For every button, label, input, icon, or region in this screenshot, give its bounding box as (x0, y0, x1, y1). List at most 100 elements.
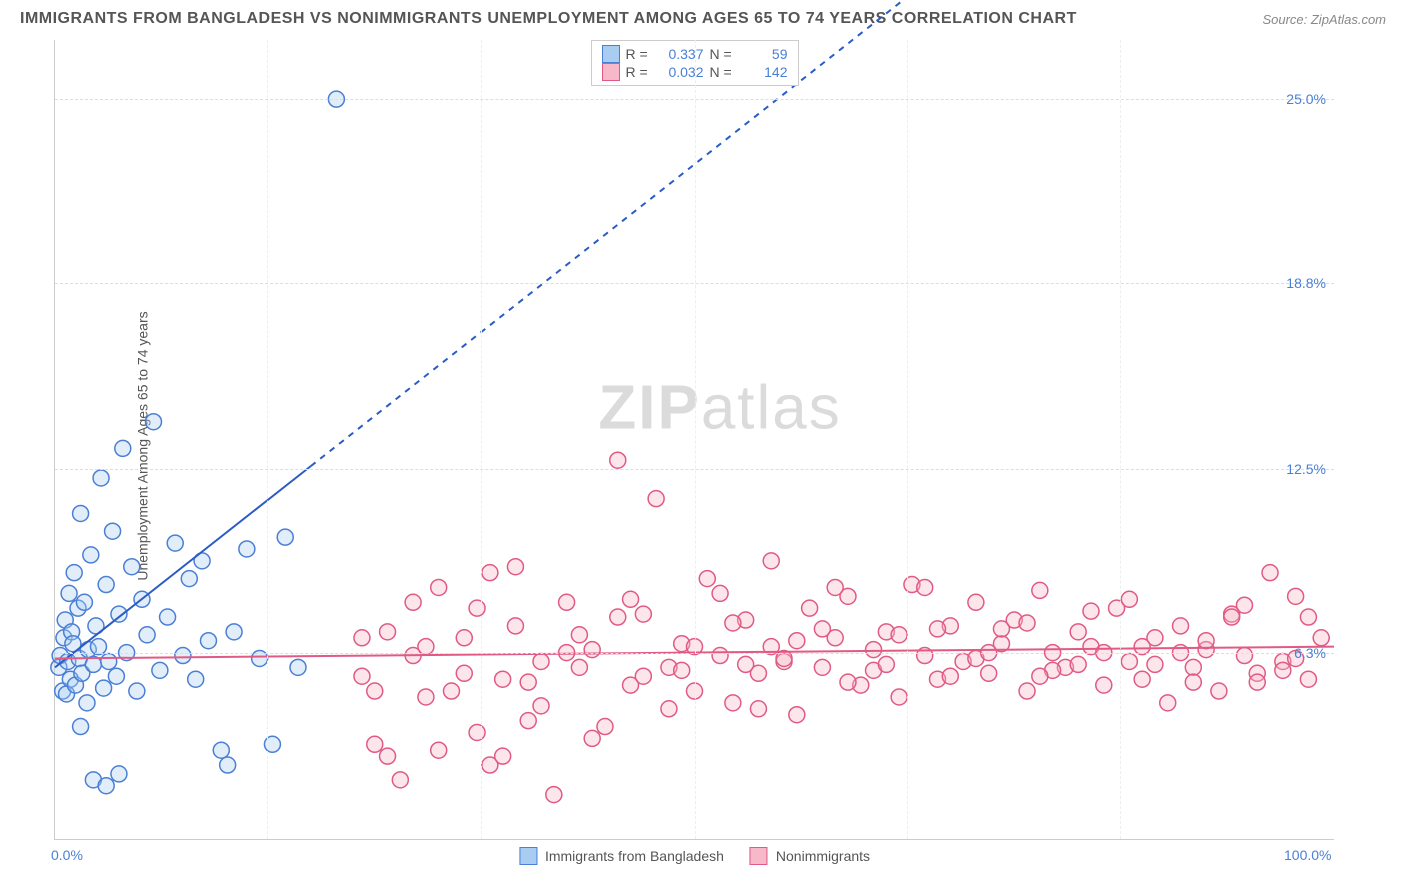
chart-title: IMMIGRANTS FROM BANGLADESH VS NONIMMIGRA… (20, 10, 1077, 28)
data-point (200, 633, 216, 649)
data-point (571, 627, 587, 643)
legend-n-label: N = (710, 64, 738, 80)
data-point (533, 653, 549, 669)
data-point (482, 565, 498, 581)
data-point (814, 659, 830, 675)
data-point (239, 541, 255, 557)
data-point (597, 719, 613, 735)
data-point (917, 579, 933, 595)
y-tick-label: 18.8% (1286, 275, 1326, 291)
data-point (533, 698, 549, 714)
data-point (354, 668, 370, 684)
data-point (1032, 582, 1048, 598)
data-point (712, 585, 728, 601)
data-point (1262, 565, 1278, 581)
data-point (469, 724, 485, 740)
data-point (661, 701, 677, 717)
series-legend: Immigrants from Bangladesh Nonimmigrants (519, 847, 870, 865)
data-point (827, 579, 843, 595)
data-point (968, 594, 984, 610)
legend-bottom-swatch-1 (519, 847, 537, 865)
data-point (891, 689, 907, 705)
data-point (101, 653, 117, 669)
data-point (456, 665, 472, 681)
source-label: Source: ZipAtlas.com (1262, 12, 1386, 27)
data-point (584, 642, 600, 658)
legend-bottom-label-2: Nonimmigrants (776, 848, 870, 864)
data-point (814, 621, 830, 637)
data-point (878, 656, 894, 672)
legend-r-label: R = (626, 46, 654, 62)
data-point (981, 665, 997, 681)
data-point (1032, 668, 1048, 684)
data-point (111, 606, 127, 622)
legend-r-value-1: 0.337 (660, 46, 704, 62)
data-point (290, 659, 306, 675)
legend-item-1: Immigrants from Bangladesh (519, 847, 724, 865)
data-point (469, 600, 485, 616)
data-point (1173, 618, 1189, 634)
data-point (181, 571, 197, 587)
data-point (507, 559, 523, 575)
data-point (367, 736, 383, 752)
data-point (674, 662, 690, 678)
data-point (1198, 633, 1214, 649)
data-point (635, 668, 651, 684)
data-point (61, 585, 77, 601)
data-point (188, 671, 204, 687)
data-point (789, 707, 805, 723)
data-point (380, 748, 396, 764)
data-point (1019, 615, 1035, 631)
data-point (145, 414, 161, 430)
data-point (802, 600, 818, 616)
data-point (98, 577, 114, 593)
legend-n-label: N = (710, 46, 738, 62)
data-point (1185, 659, 1201, 675)
data-point (167, 535, 183, 551)
trend-line (55, 466, 311, 667)
data-point (1185, 674, 1201, 690)
data-point (1275, 662, 1291, 678)
legend-bottom-label-1: Immigrants from Bangladesh (545, 848, 724, 864)
plot-area: ZIPatlas R = 0.337 N = 59 R = 0.032 N = … (54, 40, 1334, 840)
data-point (220, 757, 236, 773)
legend-r-label: R = (626, 64, 654, 80)
legend-bottom-swatch-2 (750, 847, 768, 865)
data-point (546, 787, 562, 803)
data-point (380, 624, 396, 640)
legend-r-value-2: 0.032 (660, 64, 704, 80)
data-point (111, 766, 127, 782)
data-point (73, 719, 89, 735)
data-point (83, 547, 99, 563)
data-point (507, 618, 523, 634)
data-point (699, 571, 715, 587)
data-point (1070, 624, 1086, 640)
data-point (105, 523, 121, 539)
data-point (866, 642, 882, 658)
data-point (1096, 677, 1112, 693)
data-point (495, 671, 511, 687)
data-point (1160, 695, 1176, 711)
data-point (1300, 671, 1316, 687)
data-point (520, 674, 536, 690)
data-point (1070, 656, 1086, 672)
data-point (738, 656, 754, 672)
data-point (392, 772, 408, 788)
data-point (93, 470, 109, 486)
data-point (354, 630, 370, 646)
data-point (520, 713, 536, 729)
data-point (559, 594, 575, 610)
legend-n-value-2: 142 (744, 64, 788, 80)
data-point (1019, 683, 1035, 699)
data-point (1211, 683, 1227, 699)
data-point (98, 778, 114, 794)
data-point (96, 680, 112, 696)
data-point (152, 662, 168, 678)
data-point (124, 559, 140, 575)
y-tick-label: 25.0% (1286, 91, 1326, 107)
data-point (1147, 656, 1163, 672)
data-point (79, 695, 95, 711)
data-point (1236, 597, 1252, 613)
data-point (73, 505, 89, 521)
data-point (840, 674, 856, 690)
